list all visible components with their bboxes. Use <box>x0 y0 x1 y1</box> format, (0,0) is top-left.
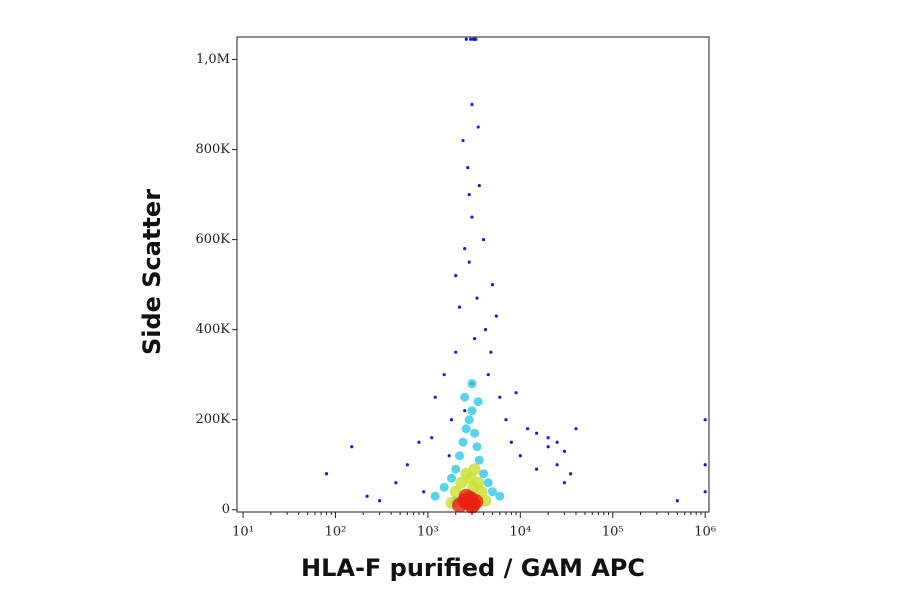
point <box>526 427 530 431</box>
point <box>464 498 480 514</box>
point <box>466 165 470 170</box>
point <box>467 260 471 264</box>
point <box>449 418 454 422</box>
point <box>474 455 484 465</box>
point <box>472 442 482 452</box>
point <box>464 37 468 41</box>
point <box>562 481 567 485</box>
point <box>546 436 550 440</box>
point <box>509 440 513 444</box>
y-tick-label: 400K <box>195 322 230 337</box>
point <box>467 379 477 389</box>
point <box>488 487 498 497</box>
point <box>461 424 471 434</box>
point <box>535 467 539 471</box>
point <box>433 395 437 399</box>
point <box>555 440 559 444</box>
point <box>479 469 489 479</box>
point <box>481 238 486 242</box>
point <box>703 463 707 467</box>
point <box>447 454 451 458</box>
x-tick-label: 10³ <box>417 525 439 540</box>
point <box>471 37 475 41</box>
point <box>514 391 518 395</box>
point <box>475 296 479 300</box>
point <box>546 445 550 449</box>
point <box>675 499 679 503</box>
point <box>535 431 539 435</box>
point <box>463 247 467 251</box>
y-tick-label: 800K <box>195 142 230 157</box>
plot-frame <box>236 36 710 513</box>
point <box>457 305 462 309</box>
point <box>461 138 465 143</box>
x-axis-title: HLA-F purified / GAM APC <box>301 554 645 582</box>
point <box>569 472 573 476</box>
point <box>405 463 409 467</box>
x-tick-label: 10¹ <box>232 525 254 540</box>
point <box>449 485 462 498</box>
point <box>454 274 458 278</box>
point <box>455 476 468 489</box>
point <box>483 478 493 488</box>
point <box>442 373 446 377</box>
point <box>703 490 707 494</box>
x-tick-label: 10⁵ <box>602 525 624 540</box>
point <box>574 427 578 431</box>
point <box>377 499 382 503</box>
point <box>470 215 474 219</box>
point <box>474 37 478 41</box>
y-tick-label: 200K <box>195 412 230 427</box>
point <box>489 350 493 354</box>
point <box>486 373 490 377</box>
point <box>473 397 483 407</box>
y-axis-title: Side Scatter <box>138 189 166 355</box>
point <box>469 37 473 41</box>
point <box>365 494 369 498</box>
point <box>324 472 329 476</box>
point <box>490 283 495 287</box>
point <box>468 463 481 476</box>
point <box>460 392 470 402</box>
point <box>467 192 471 197</box>
point <box>703 418 707 422</box>
point <box>422 490 426 494</box>
point <box>518 454 522 458</box>
point <box>477 183 481 188</box>
point <box>504 418 508 422</box>
point <box>446 473 456 483</box>
point <box>430 436 434 440</box>
point <box>476 125 480 129</box>
point <box>562 449 567 453</box>
point <box>498 395 502 399</box>
point <box>464 415 474 425</box>
point <box>555 463 559 467</box>
y-tick-label: 600K <box>195 232 230 247</box>
point <box>463 409 467 413</box>
point <box>451 464 461 474</box>
point <box>495 491 505 501</box>
point <box>472 337 477 341</box>
x-tick-label: 10² <box>325 525 347 540</box>
point <box>494 314 498 318</box>
point <box>458 437 468 447</box>
point <box>470 102 474 107</box>
point <box>394 481 398 485</box>
y-tick-label: 1,0M <box>196 52 230 67</box>
point <box>454 350 458 354</box>
point <box>467 406 477 416</box>
point <box>483 328 488 332</box>
point <box>417 440 421 444</box>
point <box>470 428 480 438</box>
point <box>430 491 440 501</box>
point <box>455 451 465 461</box>
point <box>350 445 354 449</box>
point <box>439 482 449 492</box>
x-tick-label: 10⁴ <box>509 525 531 540</box>
y-tick-label: 0 <box>222 502 230 517</box>
x-tick-label: 10⁶ <box>694 525 716 540</box>
